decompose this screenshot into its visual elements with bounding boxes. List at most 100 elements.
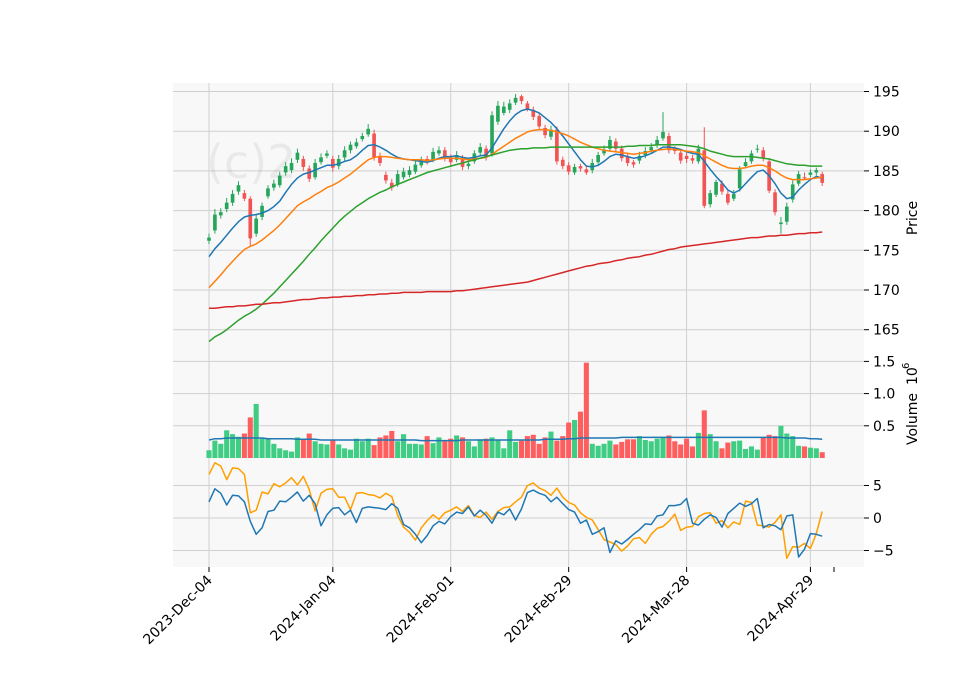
volume-bar [430, 443, 436, 458]
volume-bar [412, 443, 418, 458]
candle-body [655, 139, 659, 146]
price-tick-label: 195 [873, 85, 900, 101]
moving-average-line [208, 108, 823, 258]
volume-bar [465, 441, 471, 458]
moving-average-line [208, 128, 823, 289]
candle-body [684, 155, 689, 159]
price-tick-label: 170 [873, 283, 900, 299]
volume-bar [678, 444, 684, 458]
volume-bar [336, 444, 342, 458]
candle-body [254, 218, 258, 234]
volume-bar [695, 432, 701, 458]
candle-body [443, 150, 447, 159]
volume-bar [772, 436, 778, 458]
candle-body [348, 144, 353, 151]
volume-bar [235, 436, 242, 458]
candle-body [260, 205, 264, 217]
volume-panel-background [173, 351, 864, 458]
volume-bar [613, 444, 619, 458]
volume-bar [342, 448, 348, 458]
candle-body [779, 222, 783, 225]
volume-bar [330, 439, 336, 458]
candle-body [566, 165, 571, 172]
candle-body [224, 202, 229, 210]
candle-body [248, 198, 253, 239]
candle-body [478, 147, 483, 153]
volume-bar [689, 446, 696, 458]
volume-bar [265, 438, 271, 458]
candle-body [319, 157, 323, 163]
volume-bar [630, 439, 637, 458]
oscillator-line [208, 488, 823, 558]
candle-body [242, 193, 247, 199]
candle-body [283, 166, 288, 173]
candle-body [295, 152, 300, 160]
candle-body [543, 128, 547, 136]
volume-bar [395, 441, 401, 458]
volume-bar [642, 439, 648, 458]
candle-body [454, 155, 459, 160]
candle-body [236, 185, 241, 192]
candle-body [336, 158, 341, 167]
volume-bar [748, 446, 754, 458]
volume-bar [801, 446, 808, 458]
candle-body [796, 174, 801, 184]
candle-body [808, 172, 813, 175]
volume-bar [418, 444, 424, 458]
candle-body [619, 148, 624, 159]
volume-bar [454, 435, 460, 458]
candle-body [490, 115, 494, 154]
price-axis-label: Price [905, 201, 921, 235]
volume-average-line [208, 436, 823, 442]
candle-body [785, 206, 789, 222]
candle-body [584, 169, 589, 173]
volume-bar [289, 451, 295, 458]
price-panel-background [173, 83, 864, 351]
volume-bar [312, 441, 318, 458]
volume-bar [495, 439, 501, 458]
candle-body [631, 162, 636, 165]
grid-layer [173, 83, 864, 567]
volume-tick-label: 1.5 [873, 354, 895, 370]
volume-bar [583, 362, 589, 458]
candle-body [360, 135, 365, 140]
volume-bar [784, 433, 790, 458]
candle-body [708, 193, 713, 205]
volume-bar [283, 450, 289, 458]
candle-body [555, 129, 559, 162]
candle-body [218, 212, 223, 216]
volume-bar [460, 437, 466, 458]
volume-bar [507, 430, 513, 458]
candle-body [637, 155, 642, 161]
volume-bar [807, 447, 813, 458]
candle-body [366, 128, 371, 135]
candle-body [714, 182, 718, 195]
volume-bar [766, 434, 772, 458]
candle-body [407, 170, 412, 175]
candle-body [230, 193, 235, 203]
candle-body [395, 174, 400, 185]
volume-bar [318, 443, 324, 458]
oscillator-tick-label: 0 [873, 511, 882, 527]
volume-bar [548, 431, 554, 458]
moving-average-line [209, 231, 823, 310]
volume-bar [377, 437, 383, 458]
candle-body [702, 150, 707, 206]
volume-bar [542, 437, 548, 458]
volume-bar [365, 438, 371, 458]
candle-body [614, 141, 618, 149]
volume-bar [530, 434, 536, 458]
volume-bar [353, 438, 359, 458]
candle-body [560, 159, 565, 167]
oscillator-panel-background [173, 458, 864, 567]
candle-body [325, 153, 329, 156]
volume-bar [666, 435, 672, 458]
volume-bar [737, 440, 743, 458]
candle-body [661, 131, 665, 139]
candle-body [301, 158, 306, 167]
volume-bar [719, 448, 725, 458]
candle-body [496, 105, 500, 122]
volume-bar [489, 437, 495, 458]
oscillator-plot [208, 462, 823, 560]
